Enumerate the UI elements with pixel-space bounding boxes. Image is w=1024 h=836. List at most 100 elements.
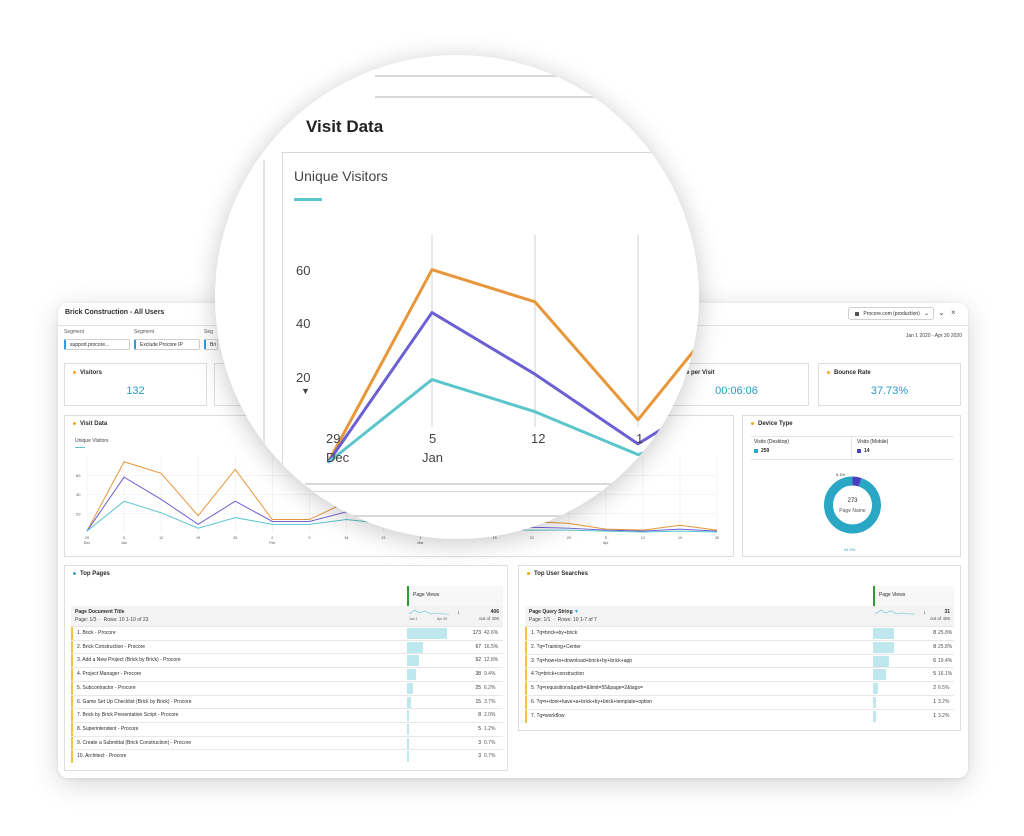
x-tick-label: 12 xyxy=(159,536,163,540)
legend-swatch xyxy=(857,449,861,453)
sort-arrow-icon[interactable]: ↓ xyxy=(923,610,926,616)
row-bar xyxy=(873,628,894,639)
dimension-title[interactable]: Page Document Title xyxy=(75,609,125,615)
row-bar xyxy=(407,723,409,735)
row-label: 6. ?q=i+dont+have+a+brick+by+brick+templ… xyxy=(531,699,653,705)
row-value: 5 xyxy=(933,671,936,678)
date-range[interactable]: Jan 1 2020 - Apr 30 2020 xyxy=(905,333,962,339)
row-percent: 2.0% xyxy=(484,712,496,719)
sort-arrow-icon[interactable]: ↓ xyxy=(457,610,460,616)
table-row[interactable]: 1. ?q=brick+by+brick 8 25.8% xyxy=(525,626,954,640)
dimension-title-label: Page Query String xyxy=(529,609,573,615)
project-title: Brick Construction - All Users xyxy=(65,309,165,316)
table-row[interactable]: 3. ?q=how+to+download+brick+by+brick+app… xyxy=(525,653,954,668)
row-bar xyxy=(407,710,409,722)
row-percent: 0.7% xyxy=(484,739,496,746)
row-label: 4.?q=brick+construction xyxy=(531,671,585,678)
row-value: 1 xyxy=(933,699,936,705)
magnified-series-line-0[interactable] xyxy=(326,268,699,464)
filter-icon[interactable]: ▼ xyxy=(574,609,579,615)
kpi-title-label: Bounce Rate xyxy=(834,370,871,376)
row-label: 5. ?q=requisitions&path=&limit=55&page=2… xyxy=(531,685,643,692)
table-row[interactable]: 5. Subcontractor - Procore 25 6.2% xyxy=(71,680,503,695)
row-value: 67 xyxy=(475,643,481,650)
row-percent: 12.8% xyxy=(484,657,499,664)
table-row[interactable]: 2. ?q=Training+Center 8 25.8% xyxy=(525,639,954,654)
row-bar xyxy=(873,669,886,681)
x-tick-day: 5 xyxy=(429,431,437,446)
row-label: 5. Subcontractor - Procore xyxy=(77,684,136,691)
legend-value: 259 xyxy=(761,448,770,454)
row-bar xyxy=(407,655,420,667)
table-row[interactable]: 4. Project Manager - Procore 38 9.4% xyxy=(71,667,503,681)
row-value: 173 xyxy=(472,630,481,636)
card-title: Top User Searches xyxy=(527,571,588,577)
table-row[interactable]: 9. Create a Submittal (Brick Constructio… xyxy=(71,735,503,750)
donut-slice-desktop[interactable] xyxy=(824,476,881,534)
card-dot-icon xyxy=(527,571,530,575)
donut-center-value: 273 xyxy=(847,498,858,504)
y-tick-label: 60 xyxy=(76,473,81,478)
sparkline xyxy=(409,609,449,615)
legend-mobile[interactable]: Visits (Mobile) 14 xyxy=(854,437,954,459)
magnified-chart xyxy=(326,235,699,464)
row-label: 10. Architect - Procore xyxy=(77,753,127,760)
row-bar xyxy=(407,641,423,653)
donut-desktop-pct: 94.9% xyxy=(844,547,856,552)
y-tick: 20 xyxy=(296,370,311,385)
row-value: 15 xyxy=(475,698,481,705)
table-row[interactable]: 1. Brick - Procore 173 42.6% xyxy=(71,626,503,640)
kpi-title: ime per Visit xyxy=(679,370,715,376)
row-percent: 3.2% xyxy=(938,699,950,705)
y-tick-label: 20 xyxy=(76,511,81,516)
rows-indicator[interactable]: Rows: 10 1-7 of 7 xyxy=(557,617,597,623)
dimension-title[interactable]: Page Query String ▼ xyxy=(529,609,954,615)
table-row[interactable]: 4.?q=brick+construction 5 16.1% xyxy=(525,667,954,681)
card-dot-icon xyxy=(73,421,76,425)
metric-header[interactable]: Page Views xyxy=(407,586,503,606)
kpi-value: 132 xyxy=(126,385,145,397)
legend-swatch xyxy=(294,198,322,201)
page-indicator: Page: 1/3 xyxy=(75,617,97,623)
table-row[interactable]: 6. Game Set Up Checklist (Brick by Brick… xyxy=(71,694,503,709)
table-row[interactable]: 6. ?q=i+dont+have+a+brick+by+brick+templ… xyxy=(525,695,954,709)
metric-header[interactable]: Page Views xyxy=(873,586,954,606)
table-row[interactable]: 7. ?q=workflow 1 3.2% xyxy=(525,708,954,723)
row-label: 9. Create a Submittal (Brick Constructio… xyxy=(77,739,192,746)
segment-pill-1[interactable]: support.procore... xyxy=(64,339,130,350)
close-icon[interactable]: × xyxy=(951,308,956,317)
row-label: 7. Brick by Brick Presentation Script - … xyxy=(77,712,179,719)
top-pages-card: Top Pages Page Views Page Document Title… xyxy=(64,565,508,771)
row-percent: 42.6% xyxy=(484,630,499,636)
legend-desktop[interactable]: Visits (Desktop) 259 xyxy=(751,437,852,459)
spark-end: Apr 30 xyxy=(437,617,448,621)
segment-pill-2[interactable]: Exclude Procore IP xyxy=(134,339,200,350)
segment-pill-3[interactable]: Bri xyxy=(204,339,218,350)
table-row[interactable]: 5. ?q=requisitions&path=&limit=55&page=2… xyxy=(525,681,954,695)
legend-label: Visits (Mobile) xyxy=(857,439,889,445)
metric-total-sub: out of 406 xyxy=(929,616,950,621)
y-tick: 40 xyxy=(296,316,311,331)
donut-mobile-pct: 5.1% xyxy=(836,472,846,477)
report-suite-select[interactable]: Procore.com (production) ⌄ xyxy=(848,307,934,320)
table-row[interactable]: 3. Add a New Project (Brick by Brick) - … xyxy=(71,653,503,667)
row-percent: 25.8% xyxy=(938,630,953,636)
rows-indicator[interactable]: Rows: 10 1-10 of 23 xyxy=(103,617,149,623)
table-row[interactable]: 2. Brick Construction - Procore 67 16.5% xyxy=(71,639,503,654)
x-tick-month: Dec xyxy=(84,541,91,545)
page-indicator: Page: 1/1 xyxy=(529,617,551,623)
collapse-icon[interactable]: ⌄ xyxy=(938,308,945,317)
metric-total: 406 xyxy=(490,609,499,615)
magnified-series-line-2[interactable] xyxy=(327,378,699,464)
x-tick-label: 16 xyxy=(344,536,348,540)
row-label: 2. ?q=Training+Center xyxy=(531,643,581,650)
kpi-bounce-rate[interactable]: Bounce Rate 37.73% xyxy=(818,363,961,406)
table-row[interactable]: 7. Brick by Brick Presentation Script - … xyxy=(71,708,503,722)
caret-down-icon[interactable]: ▼ xyxy=(301,386,310,396)
kpi-visitors[interactable]: Visitors 132 xyxy=(64,363,207,406)
table-row[interactable]: 8. Superintendent - Procore 5 1.2% xyxy=(71,721,503,736)
row-value: 8 xyxy=(933,643,936,650)
magnified-series-line-1[interactable] xyxy=(326,311,699,464)
card-title: Device Type xyxy=(751,421,793,427)
table-row[interactable]: 10. Architect - Procore 3 0.7% xyxy=(71,749,503,763)
